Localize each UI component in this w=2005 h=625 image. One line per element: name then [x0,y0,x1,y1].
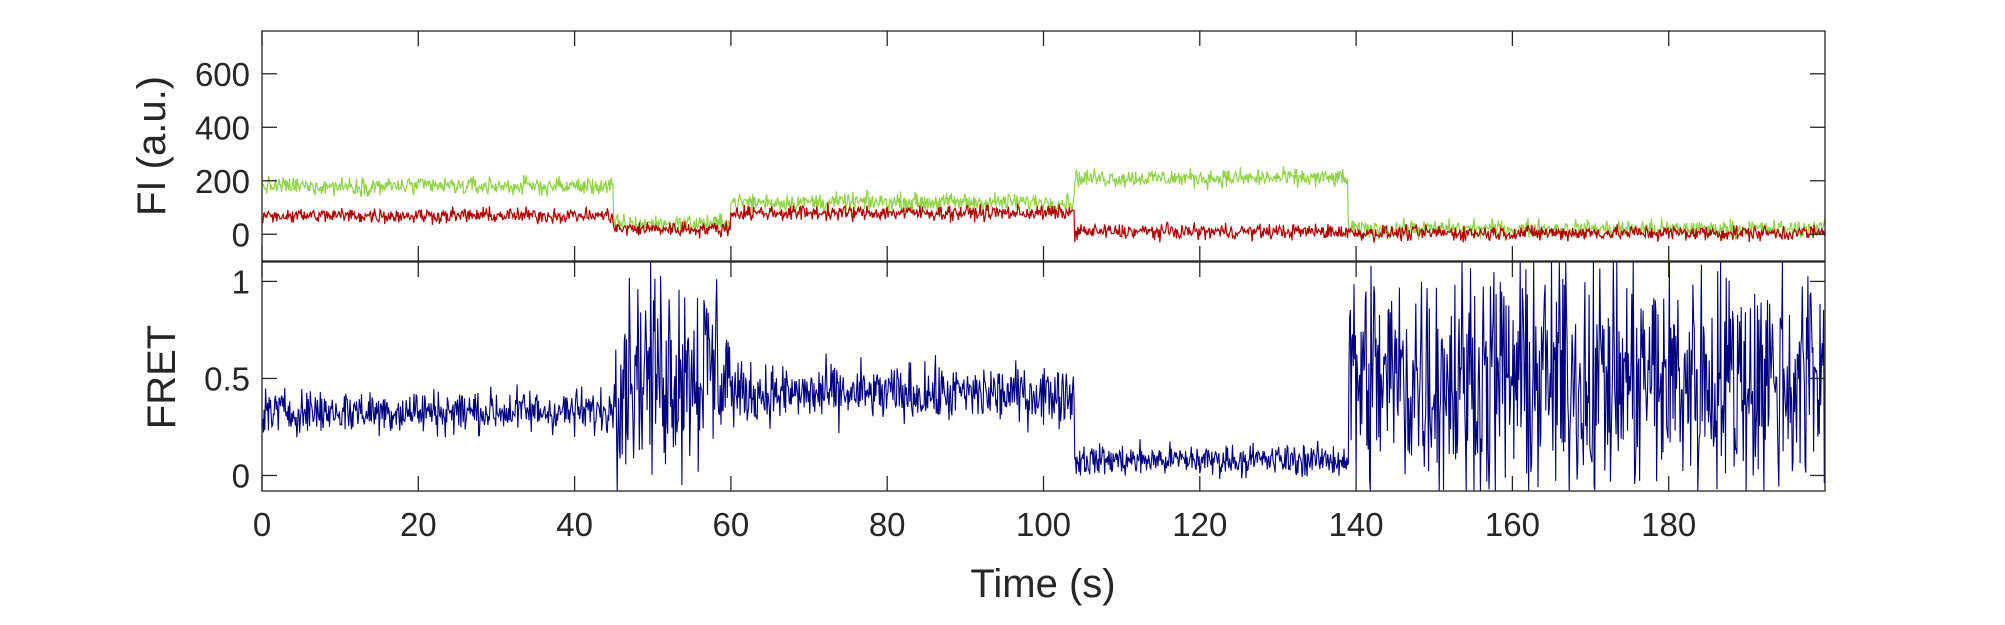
fret-y-ticks: 00.51 [204,263,1825,494]
fluorescence-y-tick-label: 400 [195,109,250,146]
time-x-tick-label: 120 [1172,506,1227,543]
fret-series-group [262,262,1825,491]
fret-panel: 00.51 0 20 40 60 80 100 120 140 160 180 FRET Time… [140,31,1826,606]
fluorescence-y-tick-label: 0 [232,216,250,253]
fluorescence-y-tick-label: 200 [195,163,250,200]
donor-intensity-line [262,166,1825,241]
fluorescence-plot-area [262,31,1825,261]
fluorescence-y-tick-label: 600 [195,56,250,93]
time-x-tick-label: 160 [1485,506,1540,543]
time-x-tick-label: 40 [556,506,593,543]
fluorescence-y-ticks: 0 200 400 600 [195,56,1825,253]
time-x-tick-label: 100 [1016,506,1071,543]
time-x-tick-label: 60 [713,506,750,543]
fret-y-axis-label: FRET [140,325,184,429]
fret-efficiency-line [262,262,1825,491]
fluorescence-panel: 0 200 400 600 FI (a.u.) [130,30,1826,262]
time-x-tick-label: 20 [400,506,437,543]
fret-y-tick-label: 1 [232,263,250,300]
time-x-tick-label: 0 [253,506,271,543]
time-x-tick-label: 140 [1329,506,1384,543]
acceptor-intensity-line [262,202,1825,243]
fret-y-tick-label: 0 [232,457,250,494]
time-x-tick-label: 180 [1641,506,1696,543]
time-x-ticks: 0 20 40 60 80 100 120 140 160 180 [253,31,1696,543]
fluorescence-series-group [262,166,1825,243]
fret-y-tick-label: 0.5 [204,360,250,397]
fret-axes-box [261,261,1826,492]
time-x-tick-label: 80 [869,506,906,543]
time-x-axis-label: Time (s) [970,562,1115,606]
fluorescence-y-axis-label: FI (a.u.) [130,76,174,216]
